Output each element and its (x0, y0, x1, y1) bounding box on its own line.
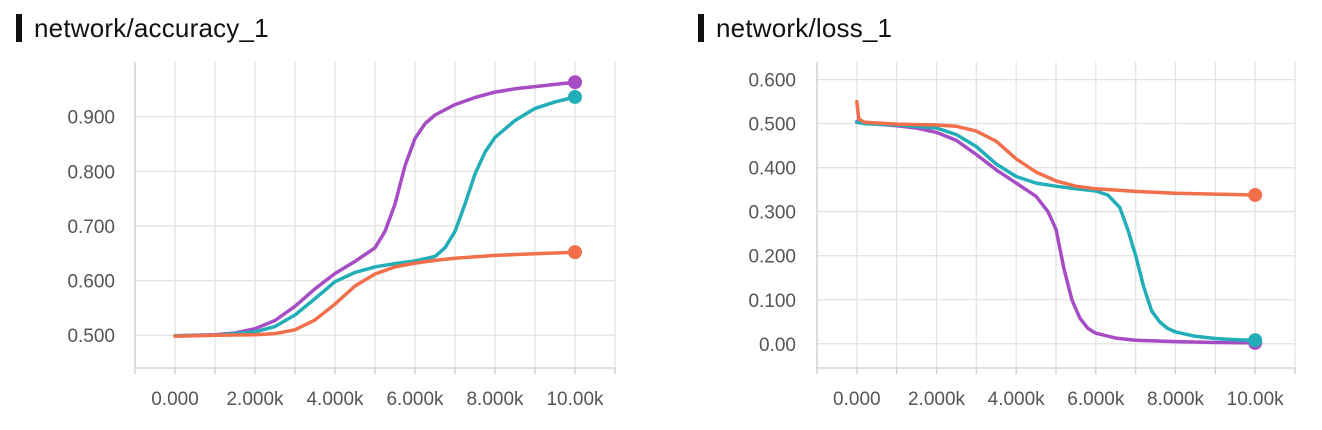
x-tick-label: 6.000k (1067, 389, 1125, 410)
x-tick-label: 10.00k (1227, 389, 1285, 410)
y-tick-label: 0.800 (67, 162, 115, 183)
loss-panel: network/loss_1 0.000 2.000k 4.000k 6.000k 8.… (680, 0, 1320, 430)
x-tick-label: 2.000k (908, 389, 966, 410)
loss-chart-title: network/loss_1 (716, 12, 893, 43)
series-end-marker-0 (568, 75, 582, 90)
loss-panel-header: network/loss_1 (698, 12, 892, 44)
loss-chart[interactable]: 0.000 2.000k 4.000k 6.000k 8.000k 10.00k 0.00 0… (680, 0, 1320, 430)
x-tick-label: 8.000k (1147, 389, 1205, 410)
series-line-0 (173, 80, 577, 338)
x-tick-label: 0.000 (833, 389, 881, 410)
series-end-marker-2 (1248, 187, 1263, 202)
accuracy-chart[interactable]: 0.000 2.000k 4.000k 6.000k 8.000k 10.00k 0.500… (0, 0, 650, 430)
title-marker (698, 14, 704, 42)
series-end-marker-1 (1248, 333, 1263, 348)
y-tick-label: 0.00 (759, 335, 796, 356)
series-line-1 (173, 95, 577, 338)
x-tick-label: 2.000k (226, 389, 284, 410)
x-tick-label: 4.000k (306, 389, 364, 410)
y-tick-label: 0.500 (748, 115, 796, 136)
y-tick-label: 0.700 (67, 217, 115, 238)
y-tick-label: 0.600 (67, 272, 115, 293)
y-tick-label: 0.900 (67, 108, 115, 129)
y-tick-label: 0.400 (748, 159, 796, 180)
x-tick-label: 6.000k (386, 389, 444, 410)
grid (134, 62, 616, 368)
series-end-marker-2 (568, 245, 582, 260)
y-tick-label: 0.100 (748, 291, 796, 312)
y-tick-label: 0.300 (748, 203, 796, 224)
y-tick-label: 0.200 (748, 247, 796, 268)
x-tick-label: 10.00k (546, 389, 604, 410)
series-line-0 (855, 119, 1257, 345)
series-line-1 (855, 120, 1257, 343)
accuracy-panel: network/accuracy_1 0.000 2.000k 4.000k 6.00… (0, 0, 650, 430)
title-marker (16, 14, 22, 42)
accuracy-panel-header: network/accuracy_1 (16, 12, 269, 44)
y-tick-label: 0.500 (67, 326, 115, 347)
x-tick-label: 0.000 (151, 389, 199, 410)
accuracy-chart-title: network/accuracy_1 (34, 12, 269, 43)
series-end-marker-1 (568, 89, 582, 104)
series-line-2 (173, 250, 577, 339)
series-line-2 (855, 99, 1257, 197)
x-tick-label: 4.000k (988, 389, 1046, 410)
y-tick-label: 0.600 (748, 71, 796, 92)
grid (816, 62, 1296, 368)
x-tick-label: 8.000k (466, 389, 524, 410)
